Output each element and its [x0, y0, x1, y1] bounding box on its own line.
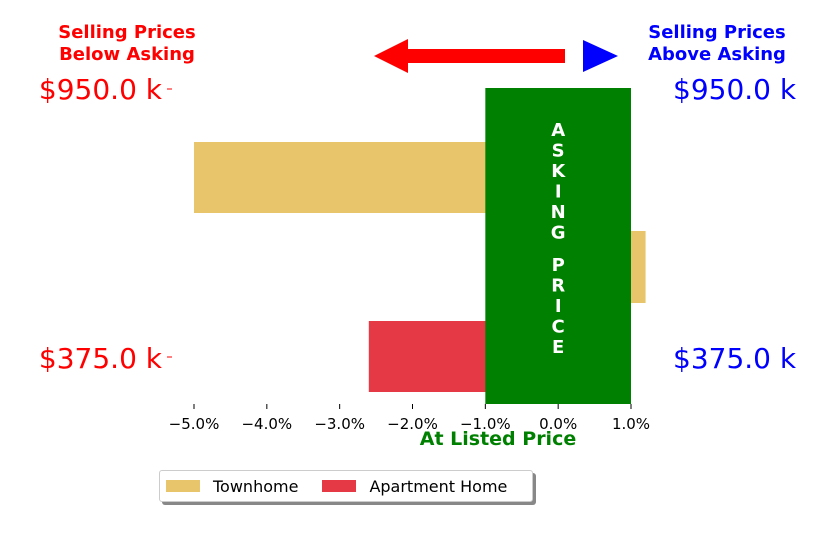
- asking-price-letter-4: N: [551, 202, 566, 223]
- x-tick-label-5: 0.0%: [539, 415, 577, 433]
- x-tick-label-4: −1.0%: [460, 415, 511, 433]
- legend-swatch-townhome: [166, 480, 200, 492]
- chart-legend: Townhome Apartment Home: [159, 470, 533, 502]
- asking-price-letter-9: I: [555, 296, 562, 317]
- x-tick-label-1: −4.0%: [241, 415, 292, 433]
- at-listed-price-label: At Listed Price: [420, 428, 576, 450]
- x-tick-label-2: −3.0%: [314, 415, 365, 433]
- left-header-line-2: Below Asking: [59, 44, 195, 65]
- asking-price-letter-3: I: [555, 182, 562, 203]
- legend-label-townhome: Townhome: [213, 476, 299, 496]
- asking-price-letter-2: K: [551, 161, 566, 182]
- right-price-label-bottom: $375.0 k: [673, 342, 797, 375]
- left-price-label-top: $950.0 k: [39, 73, 163, 106]
- asking-price-letter-1: S: [552, 141, 565, 162]
- asking-price-letter-11: E: [552, 337, 564, 358]
- left-header-line-1: Selling Prices: [58, 22, 195, 43]
- right-header-line-1: Selling Prices: [648, 22, 785, 43]
- right-arrow-icon: [583, 40, 618, 72]
- asking-price-letter-7: P: [552, 255, 565, 276]
- legend-swatch-apartment-home: [322, 480, 357, 492]
- right-price-label-top: $950.0 k: [673, 73, 797, 106]
- asking-price-letter-8: R: [551, 276, 565, 297]
- left-arrow-icon: [374, 39, 565, 73]
- left-price-label-bottom: $375.0 k: [39, 342, 163, 375]
- right-header-line-2: Above Asking: [648, 44, 786, 65]
- asking-price-band: [485, 88, 631, 404]
- legend-item-apartment-home: Apartment Home: [322, 477, 507, 496]
- x-tick-label-6: 1.0%: [612, 415, 650, 433]
- legend-item-townhome: Townhome: [166, 477, 298, 496]
- x-tick-label-0: −5.0%: [169, 415, 220, 433]
- x-tick-label-3: −2.0%: [387, 415, 438, 433]
- asking-price-letter-5: G: [551, 223, 566, 244]
- asking-price-letter-10: C: [552, 317, 565, 338]
- asking-price-letter-0: A: [551, 120, 565, 141]
- legend-label-apartment-home: Apartment Home: [369, 476, 508, 496]
